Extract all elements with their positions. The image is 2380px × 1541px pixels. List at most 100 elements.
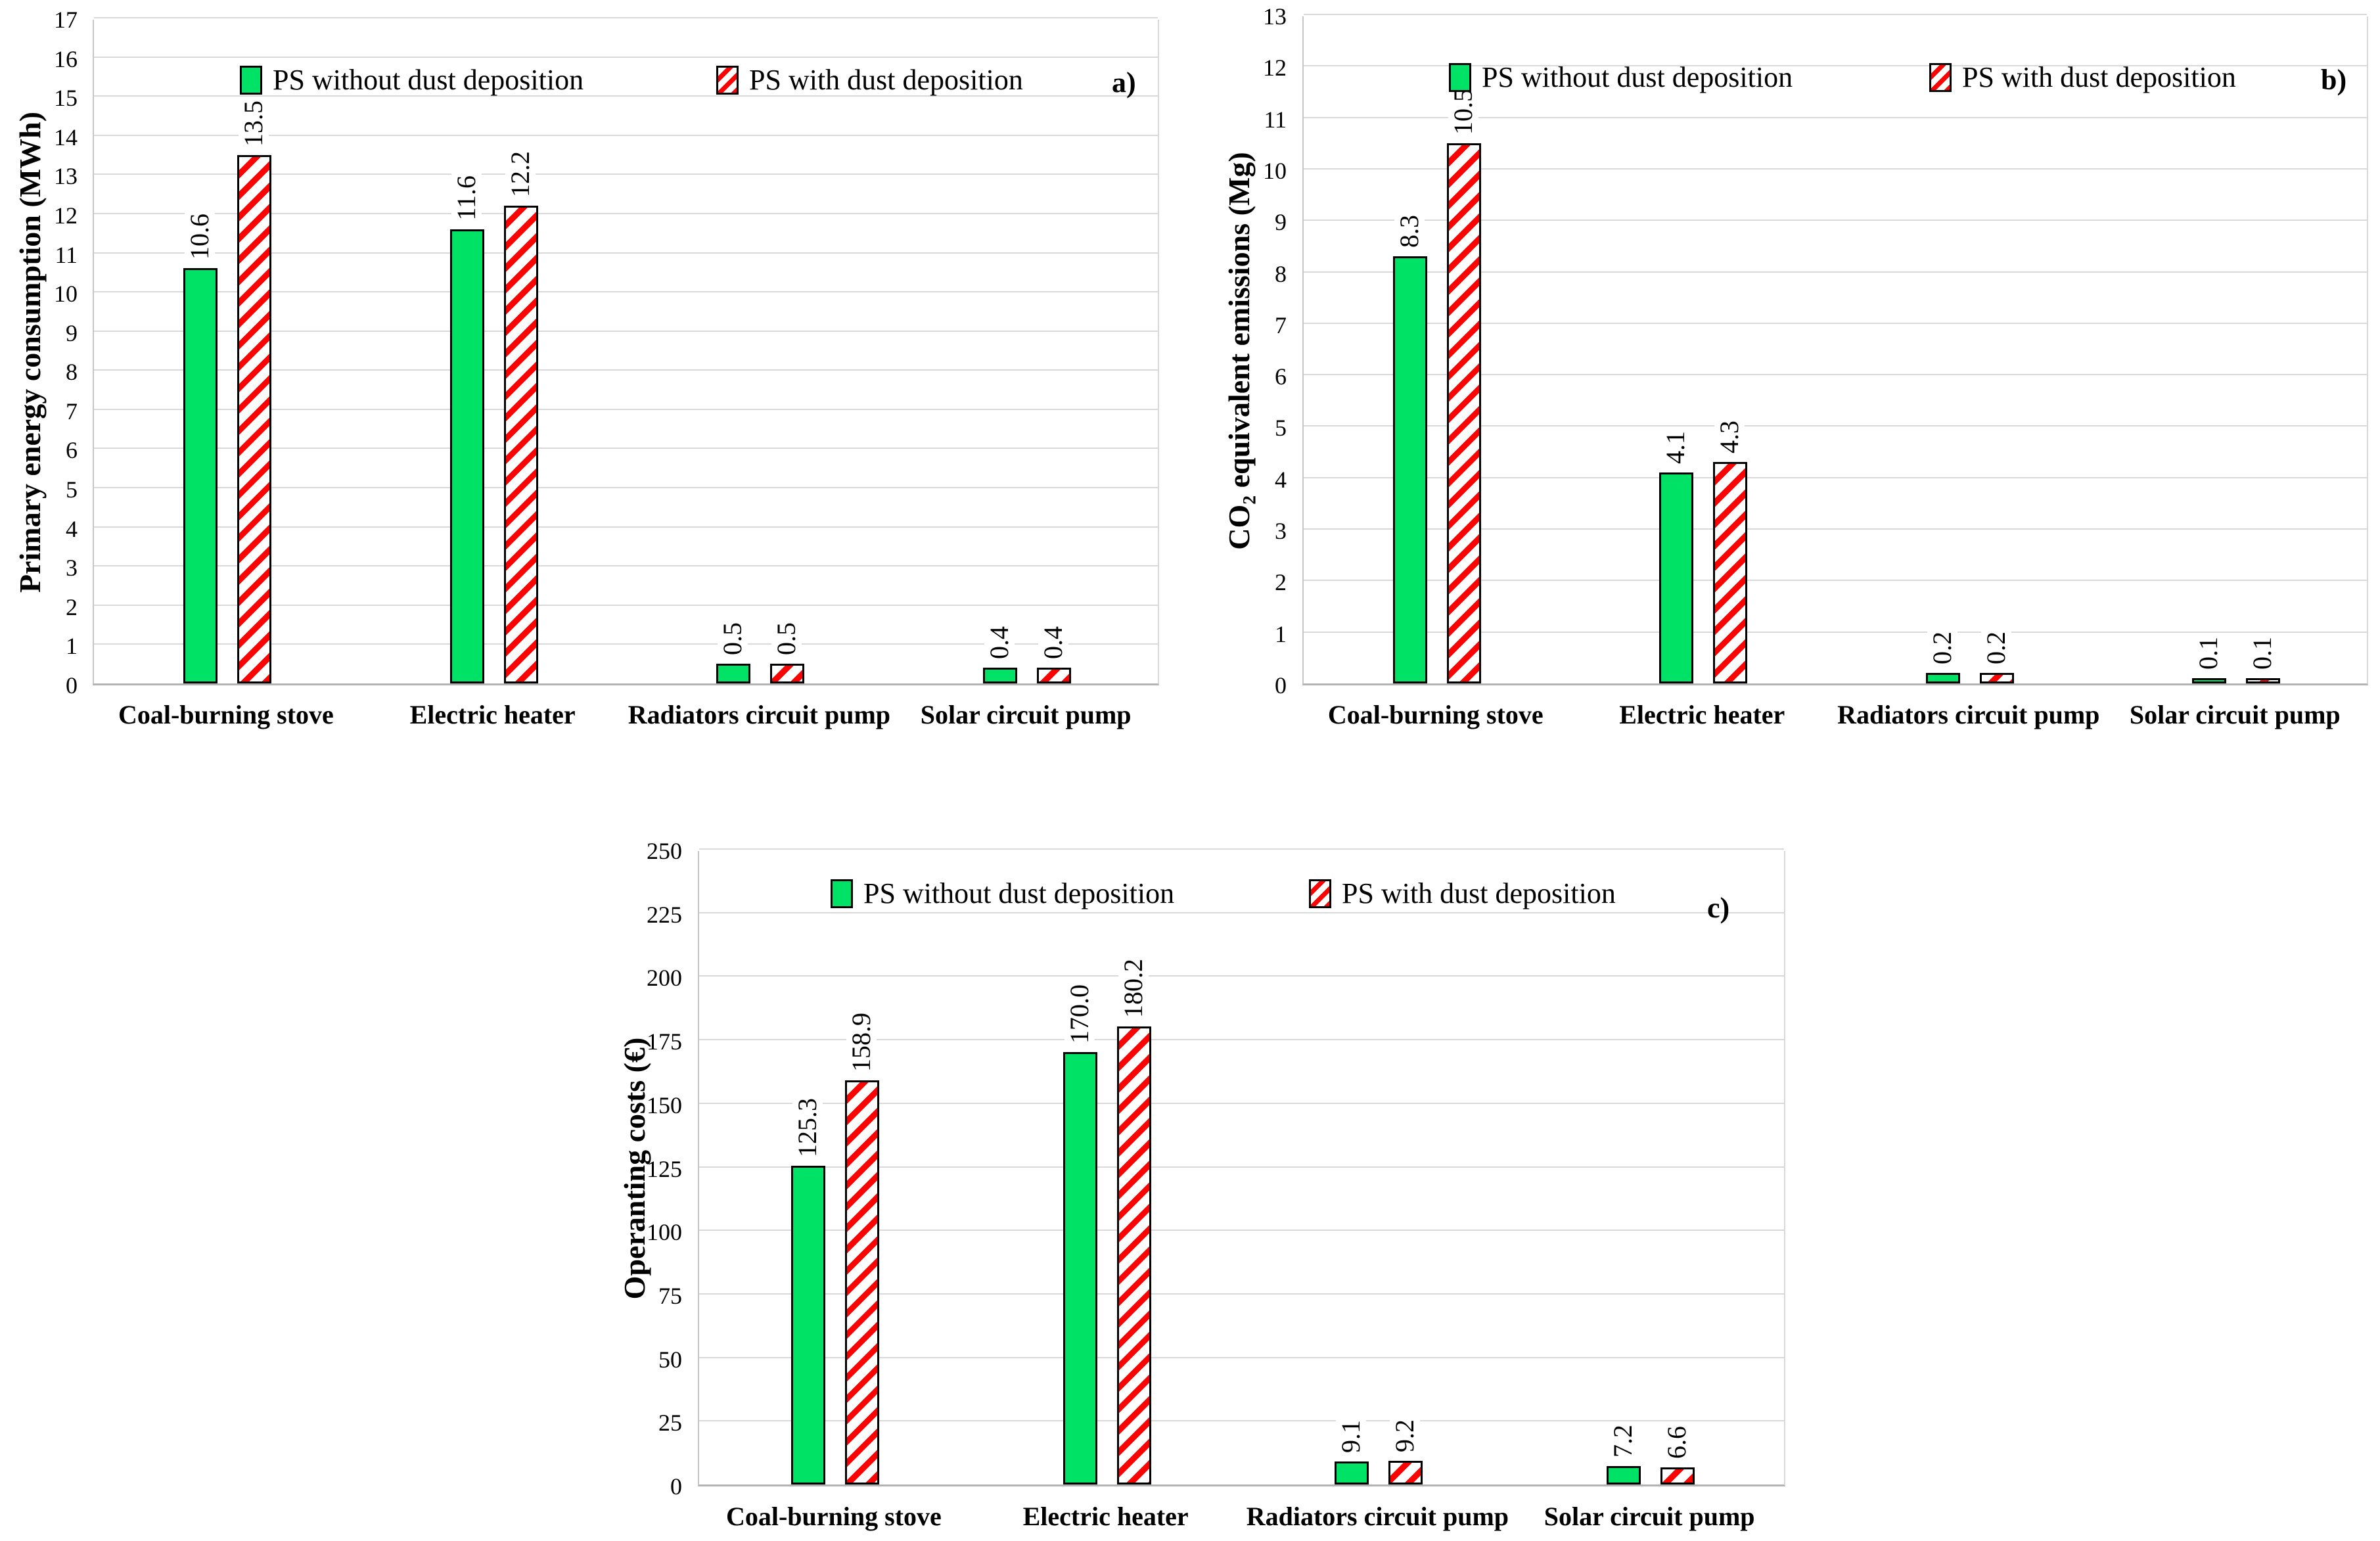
plot-area: 8.3 10.5 4.1 4.3 0.2 0.2 0.1 0.1 xyxy=(1302,14,2368,685)
bar-without-dust xyxy=(983,668,1018,683)
bar-without-dust xyxy=(1607,1466,1641,1484)
y-tick-label: 0 xyxy=(670,1473,682,1500)
y-tick-label: 150 xyxy=(647,1092,682,1118)
legend-swatch-red-hatch-icon xyxy=(716,66,739,95)
legend-label: PS without dust deposition xyxy=(273,64,584,96)
legend-label: PS without dust deposition xyxy=(863,877,1175,909)
panel-letter: a) xyxy=(1112,66,1136,99)
gridline xyxy=(699,1166,1784,1168)
y-tick-label: 6 xyxy=(66,437,78,464)
y-tick-label: 125 xyxy=(647,1155,682,1182)
y-tick-label: 50 xyxy=(658,1346,682,1373)
gridline xyxy=(1304,271,2367,273)
gridline xyxy=(699,1102,1784,1104)
bar-without-dust xyxy=(1392,256,1427,683)
bar-value-label: 9.2 xyxy=(1390,1417,1421,1454)
x-category-label: Electric heater xyxy=(1619,700,1785,729)
bar-with-dust xyxy=(770,664,805,683)
x-category-label: Coal-burning stove xyxy=(725,1502,942,1531)
gridline xyxy=(1304,374,2367,376)
y-tick-label: 3 xyxy=(66,555,78,582)
y-tick-label: 13 xyxy=(54,163,78,190)
gridline xyxy=(699,911,1784,913)
gridline xyxy=(94,212,1158,214)
y-tick-label: 13 xyxy=(1263,3,1287,30)
legend-item-without-dust: PS without dust deposition xyxy=(831,877,1174,911)
y-tick-label: 8 xyxy=(66,359,78,386)
plot-area: 10.6 13.5 11.6 12.2 0.5 0.5 0.4 0.4 xyxy=(93,17,1159,685)
y-tick-label: 5 xyxy=(1275,415,1287,442)
bar-value-label: 125.3 xyxy=(792,1096,823,1159)
y-tick-label: 10 xyxy=(54,281,78,308)
y-tick-label: 8 xyxy=(1275,260,1287,287)
gridline xyxy=(94,56,1158,58)
bar-with-dust xyxy=(1446,143,1481,683)
gridline xyxy=(1304,65,2367,67)
y-tick-label: 2 xyxy=(66,593,78,620)
y-tick-label: 7 xyxy=(66,398,78,425)
y-tick-label: 250 xyxy=(647,838,682,864)
x-category-label: Electric heater xyxy=(1022,1502,1189,1531)
gridline xyxy=(1304,322,2367,324)
legend-label: PS with dust deposition xyxy=(749,64,1023,96)
gridline xyxy=(1304,476,2367,478)
y-tick-label: 6 xyxy=(1275,363,1287,390)
y-tick-label: 12 xyxy=(54,202,78,229)
gridline xyxy=(699,848,1784,850)
gridline xyxy=(94,17,1158,18)
bar-with-dust xyxy=(237,155,271,683)
y-tick-label: 14 xyxy=(54,124,78,150)
x-category-label: Solar circuit pump xyxy=(2129,700,2341,729)
y-tick-label: 12 xyxy=(1263,55,1287,81)
x-category-label: Radiators circuit pump xyxy=(1246,1502,1509,1531)
legend-label: PS with dust deposition xyxy=(1342,877,1616,909)
y-tick-label: 1 xyxy=(66,633,78,660)
y-tick-label: 100 xyxy=(647,1219,682,1246)
gridline xyxy=(1304,425,2367,427)
bar-with-dust xyxy=(844,1080,879,1484)
bar-value-label: 6.6 xyxy=(1662,1424,1693,1461)
panel-letter: b) xyxy=(2321,64,2347,96)
gridline xyxy=(699,1039,1784,1041)
gridline xyxy=(94,487,1158,489)
legend-item-with-dust: PS with dust deposition xyxy=(1929,60,2236,95)
gridline xyxy=(94,643,1158,645)
y-tick-label: 175 xyxy=(647,1028,682,1055)
gridline xyxy=(94,565,1158,567)
bar-value-label: 170.0 xyxy=(1064,982,1095,1046)
legend-swatch-red-hatch-icon xyxy=(1929,63,1952,92)
y-tick-label: 16 xyxy=(54,45,78,72)
gridline xyxy=(94,369,1158,371)
y-tick-label: 2 xyxy=(1275,569,1287,596)
bar-value-label: 7.2 xyxy=(1608,1423,1639,1460)
bar-without-dust xyxy=(716,664,751,683)
gridline xyxy=(94,604,1158,606)
y-tick-label: 225 xyxy=(647,901,682,928)
gridline xyxy=(94,173,1158,175)
legend-swatch-green-icon xyxy=(1449,63,1471,92)
y-tick-label: 17 xyxy=(54,7,78,33)
legend-item-without-dust: PS without dust deposition xyxy=(240,63,584,97)
gridline xyxy=(94,252,1158,254)
gridline xyxy=(94,526,1158,528)
bar-without-dust xyxy=(1063,1052,1097,1484)
bar-with-dust xyxy=(1116,1026,1151,1484)
bar-without-dust xyxy=(2192,678,2227,683)
gridline xyxy=(1304,14,2367,15)
legend-item-with-dust: PS with dust deposition xyxy=(716,63,1023,97)
gridline xyxy=(1304,219,2367,221)
y-tick-label: 7 xyxy=(1275,311,1287,338)
gridline xyxy=(94,448,1158,449)
y-tick-label: 10 xyxy=(1263,157,1287,184)
gridline xyxy=(1304,168,2367,170)
y-tick-label: 11 xyxy=(1264,106,1287,133)
legend-label: PS with dust deposition xyxy=(1962,61,2236,93)
bar-value-label: 180.2 xyxy=(1118,957,1149,1020)
legend-swatch-green-icon xyxy=(831,879,853,908)
x-category-label: Solar circuit pump xyxy=(1544,1502,1755,1531)
y-tick-label: 0 xyxy=(1275,672,1287,699)
bar-without-dust xyxy=(449,229,484,683)
